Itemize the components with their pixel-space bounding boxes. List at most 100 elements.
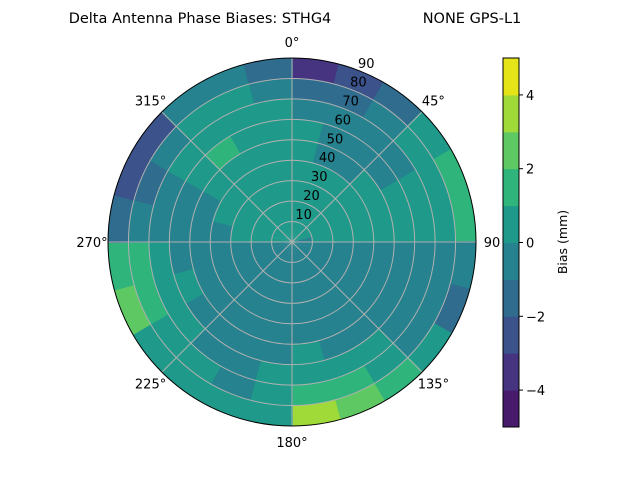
contour-cell: [433, 283, 470, 335]
contour-cell: [291, 139, 320, 164]
contour-cell: [291, 77, 336, 104]
angular-gridline: [161, 241, 293, 373]
colorbar-tick-label: 2: [526, 163, 534, 178]
contour-cell: [291, 261, 303, 284]
contour-cell: [291, 340, 325, 366]
contour-cell: [449, 241, 477, 291]
contour-cell: [209, 83, 256, 119]
contour-cell: [229, 122, 267, 154]
contour-cell: [260, 277, 282, 302]
angular-tick-label: 225°: [135, 377, 166, 392]
contour-cell: [292, 242, 311, 257]
contour-cell: [189, 328, 232, 367]
contour-cell: [161, 357, 211, 402]
contour-cell: [189, 117, 232, 156]
contour-cell: [291, 242, 298, 264]
colorbar-band: [503, 390, 519, 428]
contour-cell: [363, 154, 400, 192]
contour-cell: [351, 220, 375, 243]
contour-cell: [281, 221, 292, 242]
contour-cell: [204, 134, 242, 171]
contour-cell: [292, 242, 313, 253]
contour-cell: [291, 281, 309, 304]
contour-cell: [328, 365, 375, 401]
contour-cell: [292, 236, 314, 243]
contour-cell: [291, 380, 336, 407]
radial-tick-label: 90: [358, 57, 375, 72]
radial-tick-label: 80: [350, 76, 367, 91]
contour-cell: [292, 242, 303, 263]
colorbar-tick-label: 0: [526, 237, 534, 252]
contour-cell: [370, 214, 395, 243]
contour-cell: [219, 347, 261, 382]
contour-cell: [255, 252, 278, 272]
contour-cell: [415, 278, 451, 325]
contour-cell: [114, 149, 151, 201]
angular-gridline: [291, 111, 423, 243]
contour-cell: [127, 198, 154, 243]
contour-cell: [333, 383, 385, 420]
colorbar-band: [503, 168, 519, 207]
contour-cell: [167, 139, 206, 182]
contour-cell: [362, 342, 409, 385]
contour-cell: [363, 292, 400, 330]
contour-cell: [250, 294, 277, 322]
contour-cell: [331, 225, 354, 243]
polar-frame: [107, 57, 477, 427]
contour-cell: [264, 139, 293, 164]
contour-cell: [107, 241, 135, 291]
colorbar-band: [503, 205, 519, 243]
contour-cell: [373, 82, 423, 127]
contour-cell: [175, 342, 222, 385]
contour-cell: [219, 102, 261, 137]
colorbar-band: [503, 353, 519, 391]
contour-cell: [302, 205, 322, 228]
contour-cell: [243, 57, 293, 85]
chart-title: Delta Antenna Phase Biases: STHG4: [69, 11, 332, 27]
angular-tick-label: 45°: [422, 95, 445, 110]
contour-cell: [370, 241, 395, 270]
contour-cell: [132, 111, 177, 161]
contour-cell: [255, 212, 278, 232]
contour-cell: [397, 169, 432, 211]
contour-cell: [297, 201, 313, 225]
contour-cell: [250, 241, 273, 253]
contour-cell: [291, 200, 303, 223]
contour-cell: [328, 83, 375, 119]
contour-cell: [262, 256, 282, 279]
contour-cell: [232, 210, 257, 232]
contour-cell: [172, 267, 204, 305]
angular-gridline: [291, 241, 423, 373]
contour-cell: [270, 241, 292, 248]
contour-cell: [410, 241, 436, 280]
colorbar-tick-label: −2: [526, 310, 545, 325]
radial-tick-label: 60: [334, 113, 351, 128]
angular-tick-label: 180°: [276, 436, 307, 451]
contour-cell: [271, 231, 292, 242]
contour-cell: [323, 102, 365, 137]
contour-cell: [292, 221, 303, 242]
contour-cell: [378, 302, 417, 345]
contour-cell: [133, 159, 169, 206]
contour-cell: [161, 82, 211, 127]
contour-cell: [212, 257, 240, 284]
contour-cell: [373, 357, 423, 402]
contour-cell: [212, 200, 240, 227]
contour-cell: [132, 323, 177, 373]
contour-cell: [380, 267, 412, 305]
contour-cell: [248, 77, 293, 104]
contour-cell: [107, 193, 135, 243]
contour-cell: [264, 320, 293, 345]
contour-cell: [292, 223, 307, 242]
contour-cell: [149, 312, 192, 359]
colorbar-tick-label: 4: [526, 89, 534, 104]
contour-cell: [327, 252, 352, 274]
contour-cell: [302, 182, 324, 207]
contour-cell: [352, 117, 395, 156]
contour-cell: [335, 272, 364, 301]
contour-cell: [307, 162, 334, 190]
contour-cell: [127, 241, 154, 286]
radial-tick-label: 30: [311, 170, 328, 185]
contour-cell: [327, 210, 352, 232]
